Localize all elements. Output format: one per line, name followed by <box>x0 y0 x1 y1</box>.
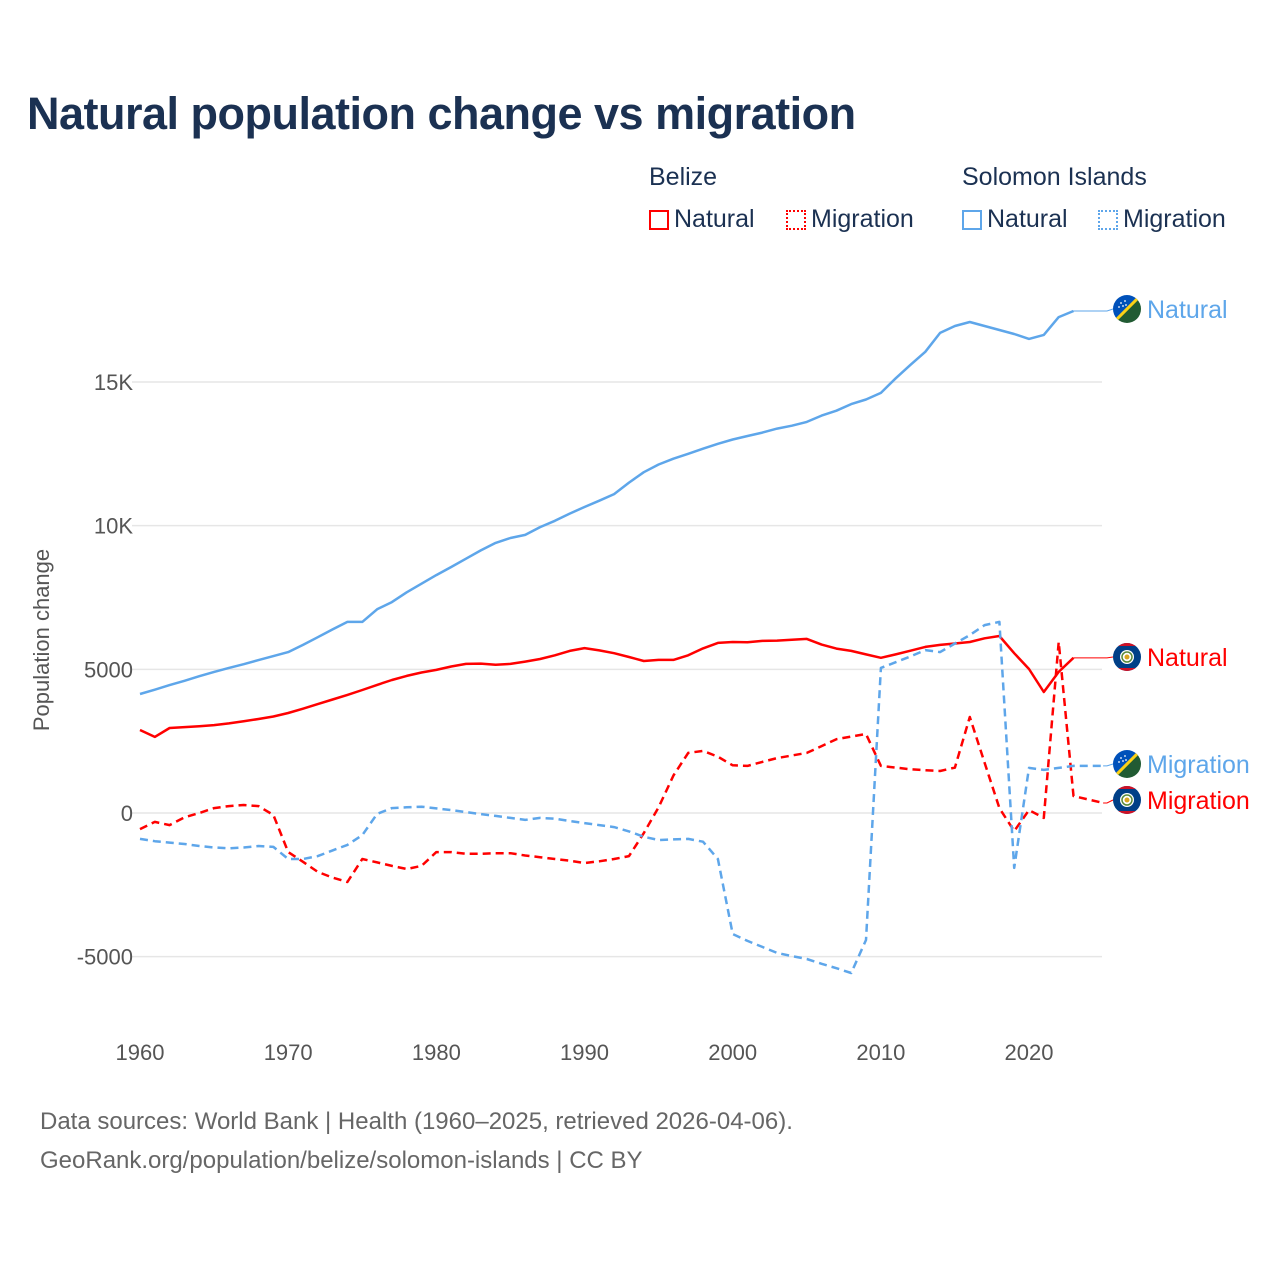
x-tick-label: 2010 <box>856 1040 905 1065</box>
y-tick-label: 0 <box>121 801 133 826</box>
belize-flag-icon <box>1113 643 1141 671</box>
label-connector <box>1103 799 1114 804</box>
legend-label: Natural <box>674 205 755 233</box>
x-tick-label: 2020 <box>1005 1040 1054 1065</box>
x-tick-label: 2000 <box>708 1040 757 1065</box>
legend-label: Natural <box>987 205 1068 233</box>
x-tick-label: 1990 <box>560 1040 609 1065</box>
end-label: Migration <box>1147 751 1250 779</box>
footer-credit[interactable]: GeoRank.org/population/belize/solomon-is… <box>40 1147 643 1174</box>
chart-title: Natural population change vs migration <box>27 88 856 139</box>
y-tick-label: 10K <box>94 514 133 539</box>
series-line-solomon-islands-migration <box>139 620 1104 975</box>
dotted-swatch-icon <box>1098 209 1118 230</box>
legend-group-belize: Belize <box>649 163 718 191</box>
legend-item-solomon-migration[interactable]: Migration <box>1098 205 1226 234</box>
label-connector <box>1103 763 1114 767</box>
y-tick-label: -5000 <box>77 945 133 970</box>
legend-group-solomon-islands: Solomon Islands <box>962 163 1147 191</box>
series-line-solomon-islands-natural <box>139 309 1074 696</box>
x-tick-label: 1980 <box>412 1040 461 1065</box>
series-line-belize-natural <box>139 634 1075 739</box>
label-connector <box>1073 656 1114 659</box>
end-label: Natural <box>1147 644 1228 672</box>
x-tick-label: 1970 <box>264 1040 313 1065</box>
solid-swatch-icon <box>962 209 982 230</box>
series-line-belize-migration <box>139 640 1104 884</box>
legend-item-solomon-natural[interactable]: Natural <box>962 205 1068 234</box>
x-tick-label: 1960 <box>116 1040 165 1065</box>
legend-label: Migration <box>1123 205 1226 233</box>
footer-sources: Data sources: World Bank | Health (1960–… <box>40 1108 793 1135</box>
end-label: Natural <box>1147 296 1228 324</box>
solomon-islands-flag-icon <box>1113 295 1141 323</box>
solid-swatch-icon <box>649 209 669 230</box>
label-connector <box>1073 308 1114 312</box>
legend-item-belize-natural[interactable]: Natural <box>649 205 755 234</box>
dotted-swatch-icon <box>786 209 806 230</box>
legend-label: Migration <box>811 205 914 233</box>
solomon-islands-flag-icon <box>1113 750 1141 778</box>
legend-item-belize-migration[interactable]: Migration <box>786 205 914 234</box>
y-tick-label: 15K <box>94 370 133 395</box>
end-label: Migration <box>1147 787 1250 815</box>
y-tick-label: 5000 <box>84 657 133 682</box>
belize-flag-icon <box>1113 786 1141 814</box>
